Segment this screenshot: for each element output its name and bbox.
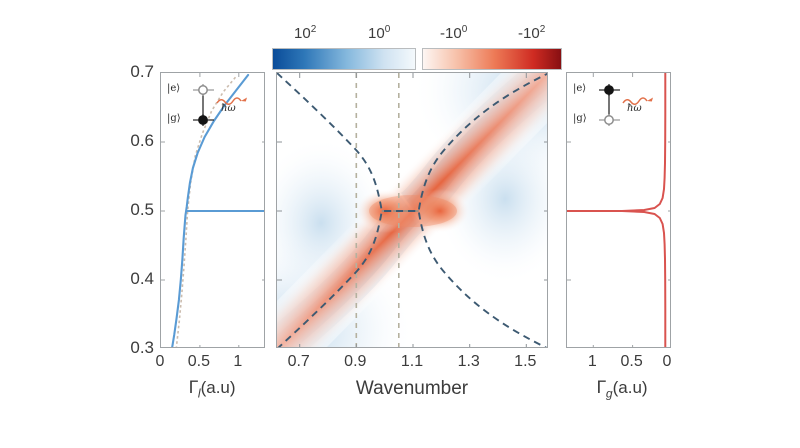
photon-wave-icon — [216, 97, 242, 105]
gamma-g-plot — [567, 73, 670, 347]
colorbar-tick-3: -100 — [440, 24, 468, 42]
left-panel-y-axis: 0.7 0.6 0.5 0.4 0.3 — [118, 62, 154, 357]
gamma-symbol-right: Γ — [596, 378, 606, 398]
photon-energy-label: ħω — [221, 103, 236, 114]
colorbar-tick-4: -102 — [518, 24, 546, 42]
main-xtick-1.1: 1.1 — [400, 353, 424, 370]
lower-dispersion-branch — [277, 73, 547, 347]
ytick-0.4: 0.4 — [130, 269, 154, 288]
main-panel-x-axis: 0.7 0.9 1.1 1.3 1.5 — [276, 353, 548, 375]
colorbar-positive-segment — [422, 48, 562, 70]
excited-state-marker — [599, 84, 620, 96]
photon-arrow-icon — [647, 97, 653, 102]
right-panel-x-axis: 1 0.5 0 — [566, 353, 672, 375]
right-panel-axis-title: Γg(a.u) — [596, 378, 647, 400]
gamma-subscript-right: g — [605, 386, 613, 401]
gamma-l-panel: |e⟩ |g⟩ ħω — [160, 72, 265, 348]
gamma-units-left: (a.u) — [200, 378, 236, 397]
right-panel-ticks — [567, 73, 670, 347]
gamma-l-reference-curve — [175, 76, 237, 347]
left-xtick-0: 0 — [155, 353, 165, 370]
ytick-0.3: 0.3 — [130, 338, 154, 357]
ytick-0.5: 0.5 — [130, 200, 154, 219]
gamma-l-plot — [161, 73, 264, 347]
excited-state-label: |e⟩ — [573, 83, 587, 94]
heatmap-svg — [277, 73, 547, 347]
gamma-symbol-left: Γ — [188, 378, 198, 398]
main-xtick-1.3: 1.3 — [457, 353, 480, 370]
ground-state-marker — [193, 114, 214, 126]
photon-arrow-icon — [241, 97, 247, 102]
right-xtick-0.5: 0.5 — [620, 353, 643, 370]
left-xtick-1: 1 — [233, 353, 243, 370]
excited-state-marker — [193, 84, 214, 96]
gamma-subscript-left: l — [197, 386, 201, 401]
left-inset-svg — [193, 84, 247, 126]
colorbar-negative-segment — [272, 48, 416, 70]
photon-wave-icon — [622, 97, 648, 105]
wavenumber-heatmap-panel — [276, 72, 548, 348]
ground-state-label: |g⟩ — [167, 113, 181, 124]
main-xtick-0.9: 0.9 — [344, 353, 367, 370]
right-inset-level-diagram: |e⟩ |g⟩ ħω — [573, 77, 669, 133]
right-inset-svg — [599, 84, 653, 126]
colorbar: 102 100 -100 -102 — [272, 24, 562, 70]
left-xtick-0.5: 0.5 — [187, 353, 211, 370]
hotspot-right — [410, 189, 470, 233]
main-panel-axis-title: Wavenumber — [355, 378, 469, 399]
ytick-0.6: 0.6 — [130, 131, 154, 150]
vertical-guide-lines — [355, 73, 400, 347]
excited-state-label: |e⟩ — [167, 83, 181, 94]
photon-energy-label: ħω — [627, 103, 642, 114]
left-panel-ticks — [161, 73, 264, 347]
main-xtick-0.7: 0.7 — [287, 353, 310, 370]
ytick-0.7: 0.7 — [130, 62, 154, 81]
left-panel-axis-title: Γl(a.u) — [188, 378, 235, 400]
gamma-g-panel: |e⟩ |g⟩ ħω — [566, 72, 671, 348]
main-xtick-1.5: 1.5 — [514, 353, 537, 370]
gamma-g-curve — [567, 73, 667, 347]
colorbar-tick-2: 100 — [368, 24, 391, 42]
right-xtick-0: 0 — [662, 353, 672, 370]
left-inset-level-diagram: |e⟩ |g⟩ ħω — [167, 77, 263, 133]
right-xtick-1: 1 — [587, 353, 597, 370]
ground-state-marker — [599, 114, 620, 126]
upper-dispersion-branch — [277, 73, 547, 347]
colorbar-tick-1: 102 — [294, 24, 317, 42]
ground-state-label: |g⟩ — [573, 113, 587, 124]
gamma-units-right: (a.u) — [612, 378, 648, 397]
main-panel-ticks — [277, 73, 547, 347]
left-panel-x-axis: 0 0.5 1 — [156, 353, 265, 375]
gamma-l-main-curve — [171, 73, 250, 347]
